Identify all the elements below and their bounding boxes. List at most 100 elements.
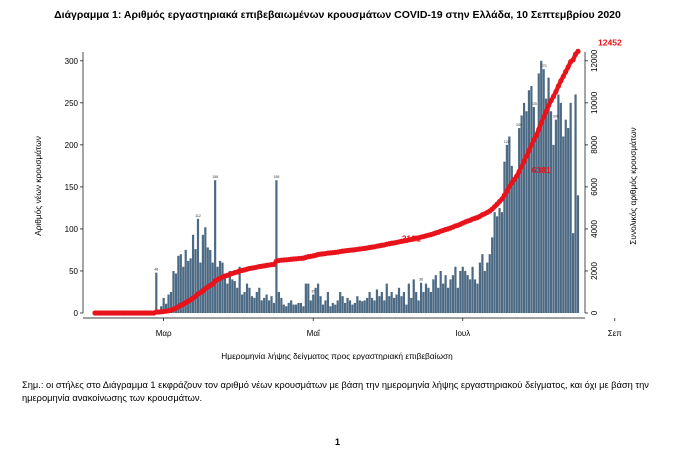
- bar: [309, 300, 312, 313]
- page-number: 1: [334, 437, 340, 447]
- bar: [542, 69, 545, 313]
- bar: [522, 102, 526, 313]
- bar: [243, 291, 246, 313]
- bar: [334, 304, 337, 313]
- bar: [402, 291, 406, 313]
- bar: [199, 262, 202, 313]
- bar: [189, 258, 192, 313]
- y-tick-label: 100: [65, 225, 79, 234]
- y2-axis-title: Συνολικός αριθμός κρουσμάτων: [628, 127, 638, 244]
- bar: [554, 119, 558, 313]
- bar: [427, 287, 430, 313]
- y-tick-label: 200: [65, 141, 79, 150]
- y2-tick-label: 0: [590, 310, 599, 315]
- bar: [358, 300, 361, 313]
- bar: [238, 266, 241, 313]
- bar: [407, 283, 410, 313]
- bar: [245, 283, 249, 313]
- bar: [329, 306, 332, 313]
- bar-label: 270: [541, 64, 547, 68]
- daily-cases-bars: [155, 60, 580, 313]
- cumulative-point: [570, 57, 576, 63]
- cumulative-label: 3121: [402, 233, 421, 243]
- cumulative-label: 6381: [532, 165, 551, 175]
- bar-label: 235: [531, 102, 537, 106]
- bar: [209, 249, 212, 313]
- bar: [513, 178, 516, 313]
- bar: [363, 300, 366, 313]
- bar: [518, 128, 521, 313]
- bar: [495, 216, 499, 313]
- bar: [488, 254, 491, 313]
- bar: [525, 111, 528, 313]
- cumulative-point: [533, 132, 539, 138]
- bar-label: 260: [604, 0, 610, 1]
- bar: [510, 165, 513, 313]
- bar: [469, 279, 472, 313]
- bar: [361, 301, 364, 313]
- cumulative-point: [545, 103, 552, 109]
- bar: [437, 287, 440, 313]
- bar-label: 35: [311, 290, 315, 294]
- bar: [380, 291, 383, 313]
- bar: [446, 287, 450, 313]
- cumulative-point: [504, 188, 510, 194]
- cumulative-point: [514, 173, 520, 179]
- bar: [253, 297, 256, 313]
- bar: [346, 297, 349, 313]
- bar: [172, 270, 175, 313]
- y2-tick-label: 4000: [590, 219, 599, 237]
- y2-tick-label: 2000: [590, 262, 599, 280]
- bar: [169, 291, 173, 313]
- bar: [314, 287, 317, 313]
- bar: [368, 291, 371, 313]
- cumulative-point: [536, 126, 542, 132]
- bar: [211, 262, 214, 313]
- bar: [567, 128, 570, 313]
- bar: [378, 296, 381, 313]
- bar: [466, 275, 469, 313]
- bar: [307, 283, 310, 313]
- bar: [179, 254, 182, 313]
- bar: [206, 247, 209, 313]
- bar: [280, 297, 283, 313]
- cumulative-point: [521, 158, 527, 164]
- cumulative-point: [516, 168, 522, 175]
- bar: [214, 180, 217, 313]
- y-tick-label: 50: [69, 267, 78, 276]
- bar: [194, 249, 197, 313]
- bar: [412, 279, 415, 313]
- bar: [317, 283, 320, 313]
- bar: [267, 300, 271, 313]
- bar: [410, 297, 413, 313]
- bar: [191, 234, 195, 313]
- bar: [319, 296, 322, 313]
- cumulative-point: [538, 120, 544, 126]
- bar: [417, 300, 420, 313]
- bar: [228, 270, 231, 313]
- bar: [336, 300, 339, 313]
- bar: [535, 136, 538, 313]
- bar: [255, 291, 258, 313]
- x-axis: Μαρ Μαΐ Ιουλ Σεπ: [83, 317, 622, 338]
- bar: [184, 249, 187, 313]
- bar: [388, 296, 391, 313]
- bar: [370, 297, 374, 313]
- bar: [444, 275, 447, 313]
- bar: [515, 174, 518, 313]
- bar: [373, 300, 376, 313]
- bar: [415, 291, 418, 313]
- bar: [503, 161, 506, 313]
- bar: [459, 270, 462, 313]
- bar: [260, 300, 263, 313]
- bar: [537, 73, 540, 313]
- cumulative-point: [499, 196, 505, 202]
- bar: [272, 302, 276, 313]
- bar: [216, 266, 219, 313]
- cumulative-point: [565, 64, 571, 70]
- y-tick-label: 300: [65, 57, 79, 66]
- bar: [498, 207, 501, 313]
- bar: [571, 233, 575, 313]
- bar: [221, 262, 224, 313]
- bar: [348, 300, 352, 313]
